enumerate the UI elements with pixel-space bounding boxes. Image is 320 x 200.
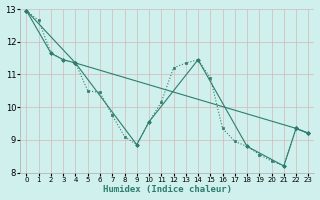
X-axis label: Humidex (Indice chaleur): Humidex (Indice chaleur) <box>103 185 232 194</box>
